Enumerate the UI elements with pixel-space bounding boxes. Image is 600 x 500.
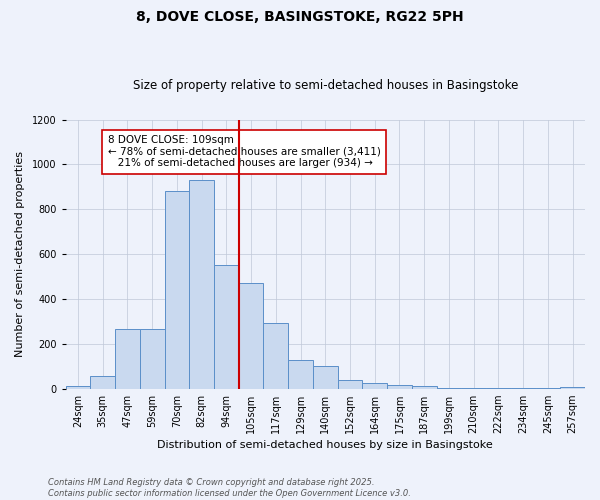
Bar (263, 322, 288, 388)
Text: 8 DOVE CLOSE: 109sqm
← 78% of semi-detached houses are smaller (3,411)
   21% of: 8 DOVE CLOSE: 109sqm ← 78% of semi-detac… (107, 136, 380, 168)
Bar (560, 387, 585, 388)
Bar (362, 383, 387, 388)
Text: Contains HM Land Registry data © Crown copyright and database right 2025.
Contai: Contains HM Land Registry data © Crown c… (48, 478, 411, 498)
Bar (338, 380, 362, 388)
Bar (65, 386, 91, 388)
Bar (387, 384, 412, 388)
Bar (115, 330, 140, 388)
Title: Size of property relative to semi-detached houses in Basingstoke: Size of property relative to semi-detach… (133, 79, 518, 92)
Bar (412, 386, 437, 388)
Bar (239, 284, 263, 389)
Y-axis label: Number of semi-detached properties: Number of semi-detached properties (15, 151, 25, 357)
X-axis label: Distribution of semi-detached houses by size in Basingstoke: Distribution of semi-detached houses by … (157, 440, 493, 450)
Bar (288, 360, 313, 388)
Bar (214, 266, 239, 388)
Bar (164, 192, 189, 388)
Bar (140, 330, 164, 388)
Bar (313, 366, 338, 388)
Bar (91, 376, 115, 388)
Text: 8, DOVE CLOSE, BASINGSTOKE, RG22 5PH: 8, DOVE CLOSE, BASINGSTOKE, RG22 5PH (136, 10, 464, 24)
Bar (189, 180, 214, 388)
